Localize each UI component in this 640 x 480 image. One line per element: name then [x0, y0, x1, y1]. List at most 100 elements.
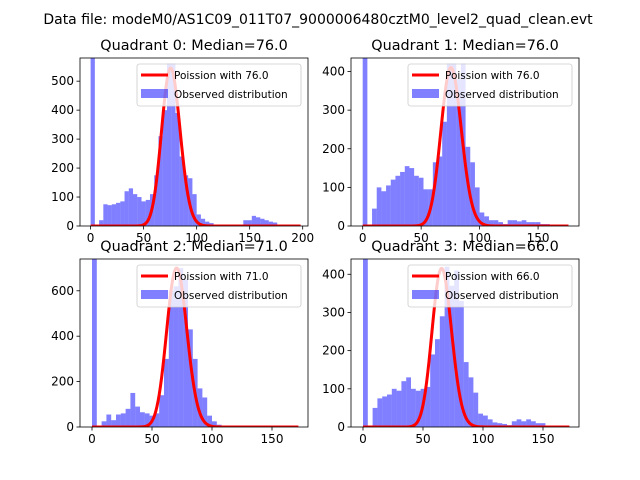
- histogram-bar: [145, 199, 150, 226]
- histogram-bar: [140, 412, 145, 427]
- x-tick-label: 150: [238, 231, 261, 245]
- y-tick-label: 100: [322, 382, 345, 396]
- histogram-bar: [479, 212, 485, 226]
- histogram-bar: [154, 413, 160, 427]
- histogram-bar: [478, 413, 483, 427]
- histogram-bar: [120, 201, 125, 226]
- histogram-bar: [175, 113, 180, 226]
- histogram-bar: [212, 421, 217, 427]
- histogram-bar: [192, 194, 197, 226]
- chart-panel-2: 0 50 100 150 0 200 400 600 Poission with 71.0 Obs…: [51, 239, 309, 446]
- histogram-bar: [116, 414, 121, 427]
- histogram-bar: [111, 204, 117, 226]
- histogram-bar: [531, 421, 536, 427]
- histogram-bar: [456, 79, 461, 226]
- histogram-bar: [144, 413, 150, 427]
- legend-label-observed: Observed distribution: [174, 290, 288, 302]
- histogram-bar: [404, 166, 410, 226]
- histogram-bar: [487, 419, 493, 427]
- legend-label-poisson: Poission with 76.0: [174, 70, 269, 82]
- legend-box: [136, 63, 302, 107]
- histogram-bar: [111, 420, 116, 427]
- chart-title-2: Quadrant 2: Median=71.0: [100, 239, 288, 255]
- histogram-bar: [202, 397, 208, 427]
- histogram-bar: [521, 220, 527, 226]
- histogram-bar: [141, 201, 146, 226]
- legend-label-poisson: Poission with 76.0: [445, 70, 540, 82]
- histogram-bar: [411, 388, 416, 427]
- histogram-bar: [101, 421, 107, 427]
- poisson-curve-1: [362, 66, 569, 226]
- legend-bar-swatch: [412, 89, 439, 98]
- histogram-bar: [154, 175, 159, 226]
- histogram-bar: [99, 220, 104, 226]
- histogram-bar: [264, 220, 269, 226]
- histogram-bar: [196, 214, 201, 226]
- histogram-bar: [260, 218, 265, 226]
- histogram-bar: [535, 222, 541, 226]
- histogram-bar: [390, 179, 396, 226]
- y-tick-label: 500: [51, 74, 74, 88]
- histogram-bar: [376, 187, 382, 226]
- histogram-bar: [442, 121, 447, 226]
- y-tick-label: 200: [51, 161, 74, 175]
- y-tick-label: 100: [322, 180, 345, 194]
- chart-panel-3: 0 50 100 150 0 100 200 300 400 Poission with 66.0…: [322, 239, 580, 446]
- y-tick-label: 400: [322, 267, 345, 281]
- histogram-bar: [171, 63, 176, 226]
- histogram-bar: [137, 197, 142, 226]
- histogram-bar: [540, 423, 546, 427]
- histogram-bar: [395, 175, 401, 226]
- histogram-bar: [444, 266, 450, 427]
- x-tick-label: 0: [88, 432, 96, 446]
- histogram-bar: [400, 171, 405, 226]
- x-tick-label: 50: [414, 231, 429, 245]
- histogram-bar: [432, 162, 438, 226]
- histogram-bar: [158, 136, 163, 226]
- histogram-2: [92, 259, 232, 427]
- histogram-bar: [483, 415, 488, 427]
- histogram-bar: [363, 259, 368, 427]
- histogram-bar: [406, 377, 411, 427]
- y-tick-label: 200: [322, 142, 345, 156]
- x-tick-label: 0: [359, 432, 367, 446]
- histogram-bar: [116, 202, 121, 226]
- histogram-bar: [159, 395, 164, 427]
- axes-frame-3: [350, 258, 580, 428]
- legend-1: Poission with 76.0 Observed distribution: [407, 63, 573, 107]
- chart-title-1: Quadrant 1: Median=76.0: [371, 38, 559, 54]
- x-tick-label: 100: [468, 231, 491, 245]
- x-tick-label: 50: [415, 432, 430, 446]
- histogram-bar: [207, 415, 212, 427]
- histogram-bar: [386, 185, 391, 226]
- histogram-bar: [535, 423, 541, 427]
- chart-panel-1: 0 50 100 150 0 100 200 300 400 Poission with 76.0…: [322, 38, 580, 245]
- histogram-bar: [135, 406, 140, 427]
- legend-label-poisson: Poission with 71.0: [174, 271, 269, 283]
- histogram-bar: [128, 188, 134, 226]
- x-tick-label: 0: [359, 231, 367, 245]
- histogram-bar: [268, 221, 274, 226]
- histogram-bar: [391, 388, 397, 427]
- histogram-bar: [107, 205, 112, 226]
- histogram-bar: [243, 220, 248, 226]
- histogram-bar: [396, 390, 402, 427]
- histogram-bar: [256, 217, 261, 226]
- x-tick-label: 150: [261, 432, 284, 446]
- histogram-bar: [512, 220, 518, 226]
- histogram-bar: [197, 388, 203, 427]
- x-tick-label: 0: [87, 231, 95, 245]
- histogram-bar: [488, 220, 494, 226]
- histogram-bar: [468, 377, 474, 427]
- histogram-bar: [166, 63, 172, 226]
- y-tick-label: 600: [51, 284, 74, 298]
- y-tick-label: 400: [51, 103, 74, 117]
- histogram-bar: [493, 220, 499, 226]
- legend-label-observed: Observed distribution: [174, 89, 288, 101]
- histogram-bar: [526, 222, 532, 226]
- axes-frame-1: [350, 57, 580, 227]
- histogram-bar: [531, 222, 536, 226]
- histogram-bar: [425, 386, 431, 427]
- histogram-bar: [446, 63, 452, 226]
